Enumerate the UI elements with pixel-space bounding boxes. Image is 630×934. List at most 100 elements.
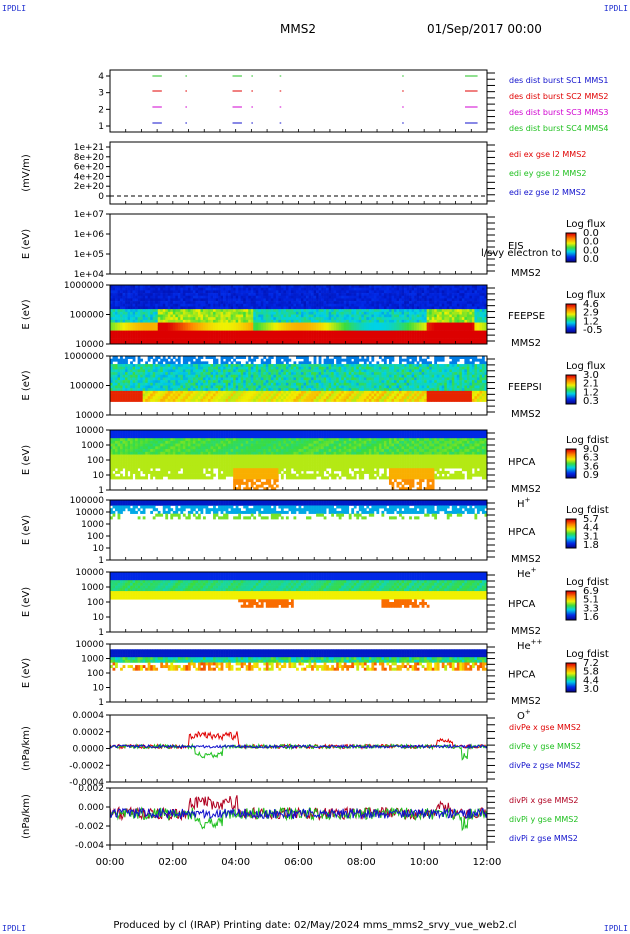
heatmap-hpca_h — [110, 430, 488, 491]
y-tick-label: 100000 — [70, 311, 105, 321]
colorbar-tick-label: 6.3 — [583, 453, 599, 464]
spacecraft-label: MMS2 — [511, 409, 541, 420]
legend-entry: des dist burst SC1 MMS1 — [509, 76, 608, 85]
heatmap-feepse — [110, 285, 488, 345]
legend-entry: des dist burst SC4 MMS4 — [509, 124, 608, 133]
y-axis-label: (mV/m) — [21, 154, 32, 192]
legend-entry: des dist burst SC3 MMS3 — [509, 108, 608, 117]
panel-divpi: 0.002 0.000 -0.002 -0.004 (nPa/km) divPi x gs… — [21, 784, 578, 851]
y-tick-label: 2 — [98, 105, 104, 115]
y-tick-label: 6e+20 — [74, 163, 105, 173]
heatmap-feepsi — [110, 356, 488, 402]
y-tick-label: 1000000 — [64, 352, 104, 362]
y-tick-label: 10000 — [75, 411, 104, 421]
instrument-label: HPCA — [508, 599, 536, 610]
colorbar-tick-label: 1.2 — [583, 316, 599, 327]
spacecraft-label: MMS2 — [511, 626, 541, 637]
colorbar-tick-label: 0.9 — [583, 470, 599, 481]
y-tick-label: 8e+20 — [74, 153, 105, 163]
y-axis-label: E (eV) — [21, 515, 32, 545]
corner-tag-bottom-left: IPDLI — [2, 924, 27, 933]
trace-divpi-1 — [109, 806, 488, 832]
colorbar-tick-label: 4.4 — [583, 675, 599, 686]
corner-tag-bottom-right: IPDLI — [603, 924, 628, 933]
y-tick-label: 1 — [98, 698, 104, 708]
y-tick-label: 1 — [98, 556, 104, 566]
colorbar-tick-label: 5.8 — [583, 667, 599, 678]
colorbar-tick-label: 3.0 — [583, 684, 599, 695]
colorbar-tick-label: 0.3 — [583, 396, 599, 407]
colorbar — [565, 303, 577, 334]
colorbar — [565, 448, 577, 479]
y-tick-label: 10 — [93, 471, 105, 481]
mission-title: MMS2 — [280, 22, 316, 36]
colorbar-tick-label: 4.4 — [583, 523, 599, 534]
y-tick-label: 1000 — [81, 655, 104, 665]
y-tick-label: 3 — [98, 89, 104, 99]
spacecraft-label: MMS2 — [511, 696, 541, 707]
y-tick-label: 1000 — [81, 441, 104, 451]
y-tick-label: 1e+06 — [74, 230, 105, 240]
y-tick-label: 2e+20 — [74, 182, 105, 192]
legend-entry: des dist burst SC2 MMS2 — [509, 92, 608, 101]
heatmap-hpca_o — [110, 649, 488, 671]
y-tick-label: 1 — [98, 628, 104, 638]
species-label: H+ — [517, 496, 531, 510]
colorbar-tick-label: 1.6 — [583, 612, 599, 623]
x-tick-label: 12:00 — [473, 857, 502, 868]
spacecraft-label: MMS2 — [511, 268, 541, 279]
colorbar-title: Log fdist — [566, 505, 609, 516]
y-tick-label: 1000 — [81, 583, 104, 593]
colorbar — [565, 590, 577, 621]
instrument-label: FEEPSI — [508, 382, 542, 393]
y-tick-label: 1e+07 — [74, 210, 104, 220]
colorbar-title: Log fdist — [566, 435, 609, 446]
y-tick-label: 1000000 — [64, 281, 104, 291]
y-axis-label: E (eV) — [21, 299, 32, 329]
y-tick-label: 1e+05 — [74, 250, 104, 260]
y-tick-label: 100 — [87, 598, 104, 608]
y-tick-label: 1 — [98, 122, 104, 132]
y-tick-label: -0.0002 — [69, 761, 104, 771]
colorbar — [565, 232, 577, 263]
colorbar-title: Log fdist — [566, 649, 609, 660]
spacecraft-label: MMS2 — [511, 554, 541, 565]
x-tick-label: 04:00 — [221, 857, 250, 868]
legend-entry: edi ez gse l2 MMS2 — [509, 188, 586, 197]
y-tick-label: 10000 — [75, 426, 104, 436]
datetime-title: 01/Sep/2017 00:00 — [427, 22, 542, 36]
y-tick-label: 10 — [93, 613, 105, 623]
y-tick-label: 4 — [98, 72, 104, 82]
y-tick-label: 100000 — [70, 496, 105, 506]
y-tick-label: 1000 — [81, 520, 104, 530]
x-tick-label: 10:00 — [410, 857, 439, 868]
colorbar-title: Log flux — [566, 290, 606, 301]
colorbar-tick-label: 4.6 — [583, 299, 599, 310]
footer-credit: Produced by cl (IRAP) Printing date: 02/… — [113, 920, 517, 931]
colorbar-tick-label: 3.3 — [583, 603, 599, 614]
time-axis: 00:00 02:00 04:00 06:00 08:00 10:00 12:00 — [96, 129, 502, 868]
y-axis-label: E (eV) — [21, 445, 32, 475]
colorbar-tick-label: 0.0 — [583, 228, 599, 239]
axes-frame — [109, 69, 488, 133]
species-label: O+ — [517, 708, 531, 722]
y-tick-label: 0.0002 — [73, 728, 105, 738]
legend-entry: divPe x gse MMS2 — [509, 723, 581, 732]
spacecraft-label: MMS2 — [511, 484, 541, 495]
y-tick-label: 0.000 — [78, 803, 104, 813]
legend-entry: divPe z gse MMS2 — [509, 761, 580, 770]
legend-entry: divPi x gse MMS2 — [509, 796, 578, 805]
colorbar-tick-label: 1.8 — [583, 540, 599, 551]
instrument-label: HPCA — [508, 670, 536, 681]
colorbar-tick-label: 2.1 — [583, 379, 599, 390]
colorbar-title: Log flux — [566, 219, 606, 230]
y-axis-label: E (eV) — [21, 370, 32, 400]
legend-entry: edi ey gse l2 MMS2 — [509, 169, 587, 178]
y-tick-label: 100 — [87, 456, 104, 466]
y-axis-label: E (eV) — [21, 658, 32, 688]
y-tick-label: 10 — [93, 684, 105, 694]
